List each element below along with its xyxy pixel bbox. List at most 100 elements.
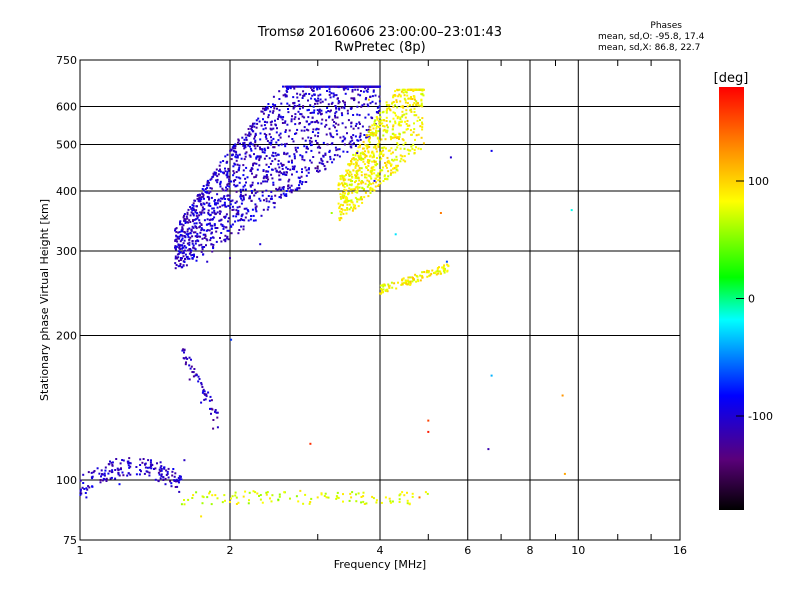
- scatter-point: [195, 212, 198, 215]
- scatter-point: [126, 474, 129, 477]
- scatter-point: [194, 374, 197, 377]
- scatter-point: [174, 240, 177, 242]
- y-tick-label: 500: [56, 139, 77, 152]
- scatter-point: [307, 85, 310, 88]
- scatter-point: [427, 419, 430, 422]
- scatter-point: [227, 238, 230, 241]
- scatter-point: [215, 240, 218, 243]
- scatter-point: [182, 357, 185, 360]
- scatter-point: [392, 111, 395, 114]
- scatter-point: [377, 183, 380, 186]
- scatter-point: [368, 180, 371, 183]
- scatter-point: [310, 144, 312, 147]
- scatter-point: [253, 194, 256, 197]
- scatter-point: [419, 148, 422, 151]
- scatter-point: [222, 196, 225, 199]
- scatter-point: [212, 247, 215, 250]
- scatter-point: [376, 117, 379, 120]
- scatter-point: [214, 173, 217, 176]
- scatter-point: [410, 96, 412, 98]
- scatter-point: [402, 106, 405, 109]
- scatter-point: [410, 133, 412, 136]
- scatter-point: [393, 134, 396, 137]
- scatter-point: [203, 203, 206, 206]
- scatter-point: [278, 196, 281, 199]
- scatter-point: [242, 164, 245, 167]
- scatter-point: [332, 158, 335, 161]
- scatter-point: [241, 219, 244, 221]
- scatter-point: [201, 188, 204, 190]
- scatter-point: [360, 501, 363, 504]
- scatter-point: [377, 145, 380, 148]
- scatter-point: [356, 200, 359, 203]
- scatter-point: [210, 177, 213, 180]
- scatter-point: [416, 102, 419, 105]
- scatter-point: [357, 182, 360, 185]
- scatter-point: [370, 171, 373, 174]
- scatter-point: [249, 195, 251, 198]
- scatter-point: [317, 128, 320, 131]
- scatter-point: [146, 470, 149, 473]
- scatter-point: [233, 183, 236, 186]
- scatter-point: [285, 89, 288, 92]
- scatter-point: [237, 139, 240, 142]
- scatter-point: [92, 471, 95, 474]
- scatter-point: [202, 233, 205, 236]
- scatter-point: [236, 156, 239, 159]
- scatter-point: [139, 464, 142, 466]
- scatter-point: [208, 181, 210, 184]
- scatter-point: [285, 95, 288, 98]
- scatter-point: [177, 250, 180, 253]
- scatter-point: [375, 181, 377, 184]
- scatter-point: [305, 147, 308, 150]
- scatter-point: [293, 118, 296, 121]
- scatter-point: [361, 201, 364, 204]
- scatter-point: [346, 172, 349, 175]
- scatter-point: [213, 200, 216, 203]
- scatter-point: [372, 127, 375, 130]
- scatter-point: [108, 470, 111, 473]
- scatter-point: [238, 229, 241, 231]
- scatter-point: [225, 226, 228, 229]
- scatter-point: [351, 191, 354, 194]
- scatter-point: [331, 85, 334, 88]
- scatter-point: [116, 467, 119, 470]
- scatter-point: [251, 143, 254, 146]
- scatter-point: [242, 228, 245, 231]
- scatter-point: [421, 88, 424, 91]
- scatter-point: [240, 225, 243, 228]
- scatter-point: [349, 492, 352, 495]
- scatter-point: [399, 493, 402, 496]
- scatter-point: [375, 127, 378, 130]
- scatter-point: [283, 171, 286, 174]
- scatter-point: [395, 155, 398, 158]
- scatter-point: [329, 85, 332, 88]
- scatter-point: [356, 198, 359, 201]
- scatter-point: [149, 461, 152, 464]
- scatter-point: [381, 147, 384, 149]
- scatter-point: [265, 493, 268, 496]
- scatter-point: [192, 202, 195, 205]
- scatter-point: [213, 224, 216, 227]
- scatter-point: [385, 163, 388, 166]
- scatter-point: [118, 483, 121, 486]
- scatter-point: [412, 143, 415, 146]
- scatter-point: [186, 217, 189, 220]
- scatter-point: [407, 279, 410, 282]
- scatter-point: [430, 272, 433, 275]
- scatter-point: [354, 166, 357, 169]
- scatter-point: [329, 158, 332, 161]
- scatter-point: [365, 129, 368, 131]
- scatter-point: [396, 89, 399, 92]
- scatter-point: [110, 471, 113, 474]
- scatter-point: [307, 171, 310, 174]
- scatter-point: [212, 243, 215, 246]
- scatter-point: [313, 85, 316, 88]
- scatter-point: [368, 159, 371, 162]
- scatter-point: [382, 149, 384, 152]
- scatter-point: [362, 152, 365, 155]
- scatter-point: [242, 185, 245, 188]
- scatter-point: [376, 125, 379, 128]
- scatter-point: [353, 188, 356, 191]
- scatter-point: [220, 232, 223, 234]
